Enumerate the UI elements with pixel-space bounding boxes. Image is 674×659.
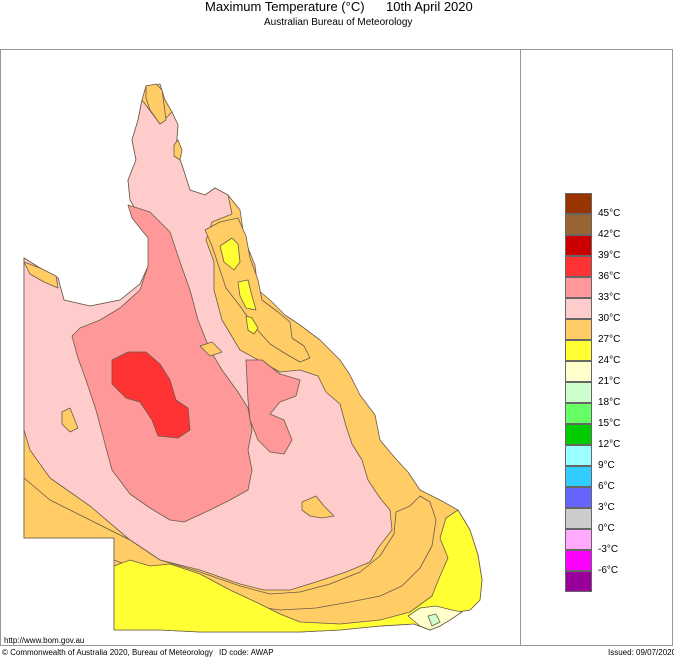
map-frame — [0, 49, 673, 646]
legend-label: 12°C — [598, 439, 621, 450]
legend-label: 33°C — [598, 292, 621, 303]
legend-swatch — [565, 235, 592, 256]
frame-divider — [520, 50, 521, 645]
zone-27-30-inland-c — [199, 341, 223, 357]
legend-label: 18°C — [598, 397, 621, 408]
legend-label: 30°C — [598, 313, 621, 324]
legend-swatch — [565, 382, 592, 403]
zone-27-30-islet — [173, 139, 183, 161]
map-date: 10th April 2020 — [386, 0, 473, 14]
zone-33-36-east — [245, 359, 301, 455]
legend-label: 21°C — [598, 376, 621, 387]
legend-label: 0°C — [598, 523, 615, 534]
map-title: Maximum Temperature (°C) — [205, 0, 365, 14]
zone-27-30-inland-b — [301, 495, 335, 519]
source-url[interactable]: http://www.bom.gov.au — [4, 636, 85, 645]
legend-swatch — [565, 193, 592, 214]
legend-swatch — [565, 445, 592, 466]
legend-label: -6°C — [598, 565, 619, 576]
issued-date: Issued: 09/07/2020 — [608, 648, 674, 657]
legend-swatch — [565, 214, 592, 235]
id-code: ID code: AWAP — [219, 648, 274, 657]
legend-swatch — [565, 424, 592, 445]
legend-label: 15°C — [598, 418, 621, 429]
zone-24-27-c — [245, 315, 259, 335]
legend-swatch — [565, 298, 592, 319]
legend-label: -3°C — [598, 544, 619, 555]
legend-label: 42°C — [598, 229, 621, 240]
legend-swatch — [565, 487, 592, 508]
zone-33-36 — [71, 204, 253, 523]
legend-label: 9°C — [598, 460, 615, 471]
agency-name: Australian Bureau of Meteorology — [264, 17, 413, 28]
frame-border-left — [0, 50, 1, 645]
legend-swatch — [565, 277, 592, 298]
legend-swatch — [565, 466, 592, 487]
temperature-map — [23, 83, 483, 633]
zone-27-30-gulf — [23, 261, 59, 289]
legend-swatch — [565, 403, 592, 424]
legend-swatch — [565, 550, 592, 571]
copyright-text: © Commonwealth of Australia 2020, Bureau… — [2, 648, 213, 657]
zone-18-21 — [427, 613, 441, 627]
zone-24-27-b — [237, 279, 257, 311]
zone-24-27-southwest — [113, 509, 483, 633]
legend-label: 6°C — [598, 481, 615, 492]
legend-label: 45°C — [598, 208, 621, 219]
zone-24-27-a — [219, 237, 241, 271]
legend-label: 39°C — [598, 250, 621, 261]
legend-swatch — [565, 319, 592, 340]
legend-swatch — [565, 508, 592, 529]
frame-border-right — [672, 50, 673, 645]
legend-label: 36°C — [598, 271, 621, 282]
legend-swatch — [565, 571, 592, 592]
legend-label: 3°C — [598, 502, 615, 513]
legend-swatch — [565, 529, 592, 550]
legend-swatch — [565, 256, 592, 277]
legend-label: 27°C — [598, 334, 621, 345]
legend-swatch — [565, 340, 592, 361]
legend-swatch — [565, 361, 592, 382]
legend-label: 24°C — [598, 355, 621, 366]
zone-36-39 — [111, 351, 191, 439]
zone-27-30-inland-a — [61, 407, 79, 433]
map-header: Maximum Temperature (°C) 10th April 2020… — [0, 0, 674, 40]
zone-27-30-north — [145, 83, 167, 125]
